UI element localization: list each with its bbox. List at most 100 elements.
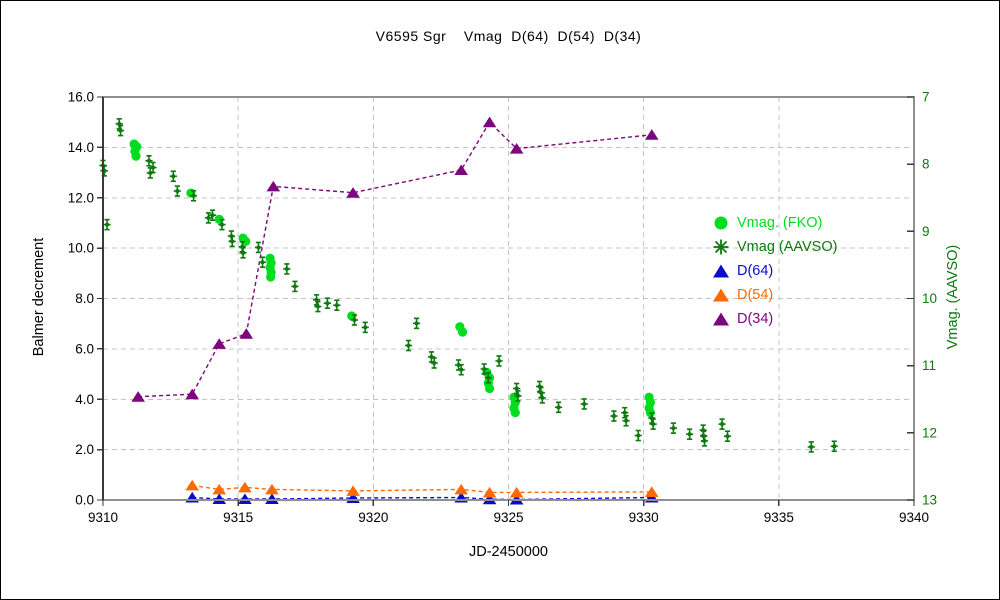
x-tick-label: 9320 (358, 510, 388, 525)
d34-point (482, 116, 497, 128)
legend-item-vmag-fko: Vmag. (FKO) (705, 211, 837, 235)
d54-point (265, 483, 279, 495)
d54-point (346, 485, 360, 496)
right-tick-label: 13 (922, 493, 937, 508)
aavso-point (554, 401, 563, 414)
left-tick-label: 4.0 (75, 392, 94, 407)
series-d34 (131, 116, 659, 402)
x-tick-label: 9340 (899, 510, 929, 525)
right-tick-label: 9 (922, 224, 930, 239)
left-tick-label: 2.0 (75, 442, 94, 457)
aavso-point (634, 429, 642, 442)
series-line-d34 (138, 121, 652, 398)
aavso-point (427, 351, 436, 363)
d54-point (238, 481, 252, 493)
legend-label-vmag-fko: Vmag. (FKO) (737, 215, 823, 231)
aavso-point (404, 339, 413, 352)
aavso-point (333, 299, 341, 312)
aavso-point (484, 371, 492, 384)
aavso-point (204, 212, 213, 224)
aavso-point (538, 392, 546, 404)
d34-point (454, 164, 468, 176)
aavso-point (100, 165, 108, 177)
d34-triangle-icon (705, 309, 737, 329)
legend: Vmag. (FKO) Vmag (AAVSO) D(64) D(54) D(3… (705, 211, 837, 331)
legend-item-d34: D(34) (705, 307, 837, 331)
d54-point (185, 479, 200, 491)
legend-label-d64: D(64) (737, 263, 774, 279)
d34-point (346, 187, 360, 198)
right-tick-label: 7 (922, 90, 930, 105)
aavso-point (323, 297, 331, 310)
aavso-point (173, 185, 181, 197)
aavso-point (718, 418, 726, 430)
aavso-point (649, 418, 657, 430)
left-tick-label: 6.0 (75, 341, 94, 356)
legend-item-d64: D(64) (705, 259, 837, 283)
aavso-point (610, 410, 618, 422)
y-axis-label-right: Vmag. (AAVSO) (945, 244, 961, 350)
d34-point (212, 338, 227, 349)
aavso-point (457, 363, 465, 376)
aavso-point (218, 218, 226, 231)
aavso-point (686, 428, 694, 440)
d34-point (185, 388, 200, 400)
fko-point (241, 236, 251, 247)
aavso-point (239, 247, 247, 259)
left-tick-label: 14.0 (68, 140, 94, 155)
d64-point (212, 493, 227, 504)
aavso-point (103, 218, 111, 231)
legend-label-vmag-aavso: Vmag (AAVSO) (737, 239, 838, 255)
x-tick-label: 9325 (493, 510, 523, 525)
d64-point (482, 493, 497, 505)
aavso-point (807, 441, 815, 453)
aavso-point (189, 189, 198, 202)
aavso-point (312, 294, 321, 306)
aavso-point (480, 363, 488, 375)
aavso-asterisk-icon (705, 237, 737, 257)
aavso-point (830, 440, 838, 453)
legend-item-d54: D(54) (705, 283, 837, 307)
aavso-point (361, 321, 369, 334)
aavso-point (513, 382, 521, 395)
right-tick-label: 12 (922, 425, 937, 440)
gridlines (103, 97, 914, 500)
left-tick-label: 16.0 (68, 90, 94, 105)
d54-triangle-icon (705, 285, 737, 305)
x-axis-label: JD-2450000 (469, 544, 548, 560)
right-tick-label: 10 (922, 291, 937, 306)
legend-item-vmag-aavso: Vmag (AAVSO) (705, 235, 837, 259)
aavso-point (535, 380, 544, 393)
left-tick-label: 12.0 (68, 190, 94, 205)
right-tick-label: 11 (922, 358, 936, 373)
aavso-point (723, 430, 732, 442)
x-tick-label: 9330 (629, 510, 659, 525)
d54-point (212, 483, 227, 495)
legend-label-d54: D(54) (737, 287, 774, 303)
d34-point (509, 143, 524, 154)
left-tick-label: 10.0 (68, 241, 94, 256)
right-tick-label: 8 (922, 157, 930, 172)
aavso-point (228, 235, 236, 248)
aavso-point (622, 414, 630, 427)
series-vmag-fko (129, 139, 656, 418)
aavso-point (258, 256, 267, 269)
fko-point (510, 408, 520, 418)
fko-circle-icon (705, 213, 737, 233)
series-vmag-aavso (99, 118, 838, 453)
fko-point (266, 272, 276, 282)
fko-point (131, 151, 141, 161)
aavso-point (514, 390, 522, 402)
aavso-point (314, 300, 322, 313)
aavso-point (669, 422, 678, 434)
aavso-point (283, 263, 291, 275)
aavso-point (648, 412, 656, 424)
series-line-d54 (192, 484, 652, 494)
aavso-point (149, 161, 157, 174)
d34-point (644, 129, 659, 140)
left-tick-label: 8.0 (75, 291, 94, 306)
aavso-point (115, 118, 123, 130)
axis-tick-labels: 16.0 14.0 12.0 10.0 8.0 6.0 4.0 2.0 0.0 7 8 9 10 11 12… (68, 90, 937, 526)
d54-point (482, 486, 497, 498)
